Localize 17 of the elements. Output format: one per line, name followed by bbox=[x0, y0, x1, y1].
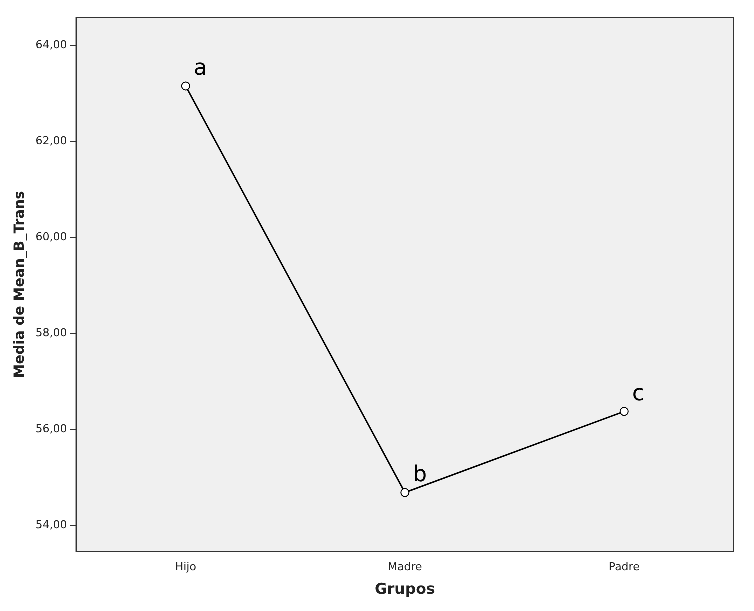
y-tick-label: 58,00 bbox=[36, 326, 68, 340]
x-tick-label: Madre bbox=[388, 560, 423, 574]
y-tick-label: 64,00 bbox=[36, 38, 68, 52]
annotation: a bbox=[194, 56, 208, 81]
x-axis-title: Grupos bbox=[374, 580, 436, 598]
point bbox=[181, 82, 190, 91]
y-tick-label: 56,00 bbox=[36, 422, 68, 436]
annotation: b bbox=[413, 462, 428, 488]
x-tick-label: Padre bbox=[608, 560, 640, 574]
annotation: c bbox=[632, 381, 644, 406]
point bbox=[620, 407, 629, 416]
point bbox=[400, 488, 410, 498]
y-tick-label: 62,00 bbox=[36, 134, 68, 148]
y-axis-title: Media de Mean_B_Trans bbox=[12, 191, 28, 378]
x-tick-label: Hijo bbox=[175, 560, 197, 574]
y-tick-label: 54,00 bbox=[36, 518, 68, 532]
y-tick-label: 60,00 bbox=[36, 230, 68, 244]
